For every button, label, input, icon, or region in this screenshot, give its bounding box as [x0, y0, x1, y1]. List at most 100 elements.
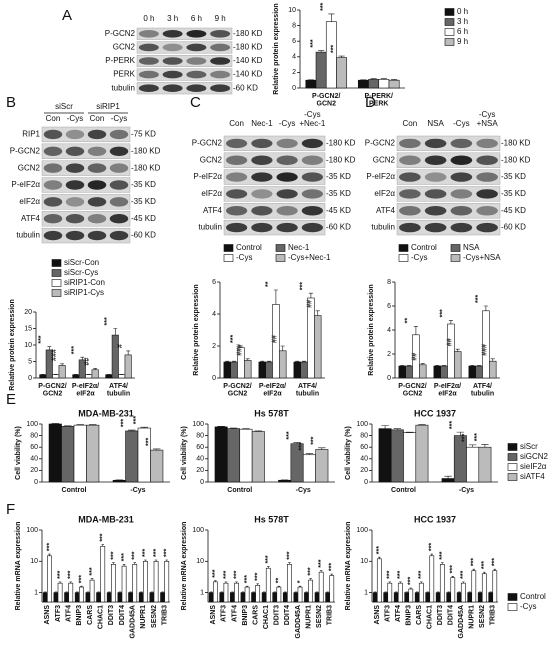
error-bar	[101, 544, 104, 547]
row-label: P-eIF2α	[366, 172, 395, 181]
blot-band	[399, 222, 421, 233]
x-tick-label: ATF4	[395, 605, 402, 622]
legend-swatch	[51, 259, 62, 267]
bar	[279, 350, 287, 379]
blot-strip	[41, 160, 131, 176]
error-bar	[235, 581, 238, 584]
row-label: P-eIF2α	[193, 172, 222, 181]
error-bar	[44, 591, 47, 593]
bar	[39, 374, 47, 379]
error-bar	[252, 591, 255, 593]
bar	[329, 575, 335, 603]
y-tick-label: 100	[26, 421, 38, 428]
bar	[137, 427, 151, 483]
x-tick-label: ATF4	[66, 605, 73, 622]
panel-label: C	[190, 94, 201, 111]
blot-strip	[223, 186, 326, 202]
legend-label: -Cys+NSA	[463, 253, 501, 262]
blot-band	[65, 129, 85, 140]
panel-label: A	[62, 7, 72, 24]
x-tick-label: ASNS	[374, 605, 381, 625]
blot-band	[65, 197, 85, 207]
error-bar	[154, 559, 158, 562]
bar	[164, 560, 170, 603]
bar	[265, 567, 271, 603]
bar	[393, 592, 399, 603]
x-tick-label: P-GCN2/GCN2	[312, 93, 340, 108]
blot-strip	[396, 203, 501, 219]
row-label: P-eIF2α	[11, 180, 40, 189]
blot-band	[301, 222, 323, 233]
blot-band	[301, 206, 323, 216]
size-label: -180 KD	[131, 146, 161, 155]
bar	[58, 365, 66, 379]
row-label: GCN2	[18, 163, 41, 172]
significance: *	[297, 580, 304, 583]
bar	[404, 592, 410, 603]
size-label: -60 KD	[326, 223, 351, 232]
error-bar	[373, 591, 377, 593]
blot-band	[276, 155, 298, 165]
blot-strip	[223, 152, 326, 168]
size-label: -35 KD	[326, 189, 351, 198]
significance: ***	[471, 558, 478, 566]
legend-swatch	[444, 18, 455, 26]
error-bar	[441, 562, 444, 565]
x-tick-label: CHAC1	[98, 605, 105, 629]
row-label: GCN2	[200, 155, 223, 164]
size-label: -60 KD	[501, 223, 526, 232]
bar	[251, 431, 265, 483]
row-label: eIF2α	[19, 197, 40, 206]
bar	[368, 79, 380, 89]
lane-label: -Cys	[111, 114, 127, 123]
error-bar	[273, 591, 276, 593]
error-bar	[478, 591, 482, 593]
y-tick-label: 80	[196, 432, 204, 439]
bar	[111, 564, 116, 603]
blot-band	[476, 155, 498, 165]
y-tick-label: 6	[387, 303, 391, 310]
lane-label: -Cys +NSA	[477, 110, 499, 128]
significance: ***	[265, 555, 272, 563]
x-tick-label: TRIB3	[162, 605, 169, 625]
x-tick-label: DDIT3	[437, 605, 444, 625]
significance: ***	[38, 335, 45, 343]
error-bar	[315, 310, 320, 316]
error-bar	[388, 581, 392, 584]
legend-swatch	[51, 279, 62, 287]
y-tick-label: 100	[192, 421, 204, 428]
blot-strip	[136, 41, 233, 54]
significance: ***	[311, 436, 318, 444]
x-tick-label: DDIT4	[448, 605, 455, 625]
blot-band	[87, 163, 107, 173]
bar	[307, 297, 315, 379]
error-bar	[60, 363, 65, 366]
blot-band	[424, 172, 447, 182]
bar	[96, 592, 101, 603]
size-label: -35 KD	[501, 189, 526, 198]
error-bar	[462, 581, 465, 584]
legend-label: siScr-Con	[64, 258, 99, 267]
blot-band	[65, 213, 85, 224]
bar	[398, 365, 406, 379]
significance: ***	[320, 2, 327, 10]
bar	[314, 315, 322, 379]
blot-band	[226, 206, 248, 216]
blot-band	[424, 155, 447, 165]
x-tick-label: BNIP3	[406, 605, 413, 626]
blot-strip	[396, 152, 501, 168]
panel-label: F	[6, 501, 15, 518]
error-bar	[245, 358, 250, 361]
chart-title: MDA-MB-231	[78, 514, 134, 524]
error-bar	[318, 50, 325, 53]
x-tick-label: ATF4/tubulin	[296, 383, 319, 398]
bar	[244, 360, 252, 379]
y-tick-label: 100	[26, 527, 38, 534]
y-axis-label: Relative mRNA expression	[181, 522, 188, 611]
error-bar	[214, 580, 217, 582]
blot-band	[138, 43, 159, 52]
blot-strip	[41, 194, 131, 210]
bar	[390, 429, 404, 483]
bar	[239, 428, 253, 483]
blot-band	[186, 57, 207, 65]
